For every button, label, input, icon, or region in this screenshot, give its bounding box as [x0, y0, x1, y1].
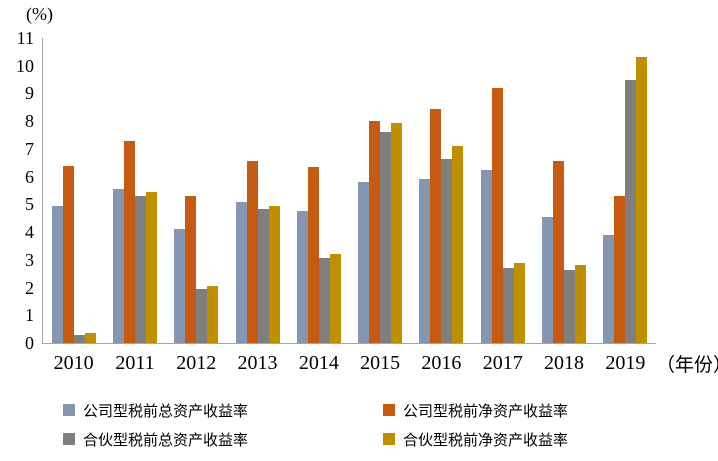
- legend-swatch-icon: [63, 433, 75, 445]
- legend-swatch-icon: [383, 433, 395, 445]
- legend: 公司型税前总资产收益率 公司型税前净资产收益率合伙型税前总资产收益率 合伙型税前净资…: [63, 399, 663, 450]
- y-tick-label: 11: [16, 28, 34, 48]
- bar: [419, 179, 431, 343]
- bar: [513, 262, 525, 343]
- bar: [430, 108, 442, 343]
- bar: [358, 182, 370, 343]
- bar: [296, 211, 308, 343]
- bar: [268, 205, 280, 343]
- y-tick-label: 0: [25, 333, 34, 353]
- legend-label: 合伙型税前总资产收益率: [83, 431, 249, 449]
- legend-swatch-icon: [63, 404, 75, 416]
- y-tick-label: 5: [25, 194, 34, 215]
- y-tick-label: 7: [25, 138, 34, 159]
- bar: [480, 169, 492, 343]
- x-tick-label: 2010: [53, 352, 94, 374]
- bar: [123, 140, 135, 343]
- bar: [380, 132, 392, 343]
- x-tick-label: 2015: [360, 352, 401, 374]
- bar: [614, 196, 626, 343]
- x-axis-unit-label: （年份）: [656, 355, 718, 376]
- legend-item-3: 合伙型税前总资产收益率: [63, 428, 383, 450]
- bar: [307, 166, 319, 343]
- bar-group-2019: 2019: [595, 38, 656, 374]
- x-tick-label: 2012: [176, 352, 217, 374]
- y-tick-label: 2: [25, 277, 34, 298]
- y-axis-unit-label: (%): [26, 4, 53, 24]
- bar: [235, 201, 247, 343]
- y-tick-label: 4: [25, 222, 34, 243]
- x-tick-label: 2019: [605, 352, 646, 374]
- bar-group-2011: 2011: [104, 38, 165, 374]
- bar: [391, 122, 403, 343]
- bar-group-2010: 2010: [43, 38, 104, 374]
- bar-groups: 2010 2011 2012 2013 2014 2015 2016 2017 2018 2019: [43, 38, 656, 374]
- bar-group-2014: 2014: [288, 38, 349, 374]
- y-tick-label: 6: [25, 166, 34, 187]
- legend-label: 公司型税前总资产收益率: [83, 402, 249, 420]
- y-tick-label: 1: [25, 305, 34, 326]
- legend-swatch-icon: [383, 404, 395, 416]
- bar: [318, 258, 330, 343]
- bar: [257, 208, 269, 343]
- y-tick-label: 8: [25, 111, 34, 132]
- bar: [112, 189, 124, 343]
- bar: [441, 158, 453, 343]
- bar: [329, 254, 341, 343]
- bar: [564, 269, 576, 343]
- bar: [502, 268, 514, 343]
- bar: [134, 196, 146, 343]
- bar: [369, 121, 381, 343]
- legend-item-1: 公司型税前总资产收益率: [63, 399, 383, 421]
- bar: [196, 288, 208, 343]
- bar: [145, 191, 157, 343]
- bar-group-2013: 2013: [227, 38, 288, 374]
- x-tick-label: 2013: [237, 352, 278, 374]
- bar-group-2017: 2017: [472, 38, 533, 374]
- legend-label: 公司型税前净资产收益率: [403, 402, 569, 420]
- legend-item-2: 公司型税前净资产收益率: [383, 399, 663, 421]
- y-tick-label: 10: [16, 55, 34, 76]
- legend-label: 合伙型税前净资产收益率: [403, 431, 569, 449]
- bar-group-2016: 2016: [411, 38, 472, 374]
- bar-group-2018: 2018: [533, 38, 594, 374]
- bar: [636, 57, 648, 343]
- x-tick-label: 2018: [544, 352, 585, 374]
- bar: [207, 286, 219, 343]
- bar: [174, 229, 186, 343]
- x-tick-label: 2014: [298, 352, 339, 374]
- y-tick-label: 9: [25, 83, 34, 104]
- bar: [73, 334, 85, 343]
- x-tick-label: 2017: [482, 352, 523, 374]
- bar: [62, 165, 74, 343]
- bar: [625, 79, 637, 343]
- bar: [84, 333, 96, 343]
- bar: [185, 196, 197, 343]
- bar-group-2015: 2015: [349, 38, 410, 374]
- bar-group-2012: 2012: [166, 38, 227, 374]
- bar: [452, 146, 464, 343]
- legend-item-4: 合伙型税前净资产收益率: [383, 428, 663, 450]
- y-tick-label: 3: [25, 249, 34, 270]
- bar: [575, 265, 587, 343]
- x-tick-label: 2011: [115, 352, 155, 374]
- bar: [603, 234, 615, 343]
- x-tick-label: 2016: [421, 352, 462, 374]
- bar: [542, 216, 554, 343]
- bar: [491, 87, 503, 343]
- bar: [553, 161, 565, 343]
- bar: [51, 205, 63, 343]
- plot-area: 2010 2011 2012 2013 2014 2015 2016 2017 2018 2019: [42, 38, 656, 374]
- bar: [246, 161, 258, 343]
